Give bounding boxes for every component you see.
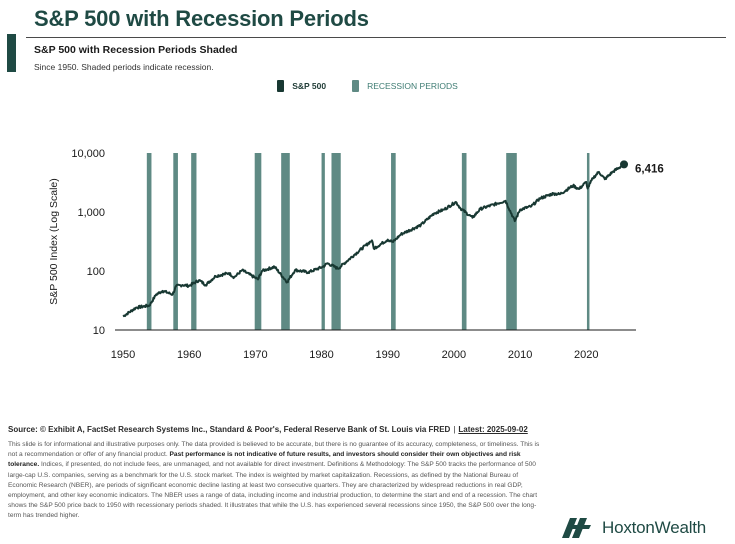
source-separator: | [453,425,456,434]
disclaimer-part-2: Indices, if presented, do not include fe… [8,461,538,520]
legend-swatch-sp500 [277,80,285,92]
disclaimer: This slide is for informational and illu… [8,440,548,522]
legend-item-sp500: S&P 500 [277,80,326,92]
recession-band-2 [191,153,197,330]
x-tick-label-6: 2010 [508,349,532,361]
sp500-line [122,163,625,318]
legend-swatch-recession [352,80,360,92]
legend-label-recession: RECESSION PERIODS [367,81,458,91]
chart-subtitle: S&P 500 with Recession Periods Shaded [34,44,238,56]
title-divider [26,37,726,38]
disclaimer-bold: Past performance is not indicative of fu… [8,451,521,469]
brand-wordmark: HoxtonWealth [602,518,707,537]
brand-logo: HoxtonWealth [562,518,706,538]
x-tick-label-1: 1960 [177,349,201,361]
sp500-chart: 10 100 1,000 10,000 1950 1960 1970 1980 1990 2000… [48,148,664,361]
sp500-end-label: 6,416 [635,163,664,175]
y-tick-label-1: 100 [87,266,105,278]
recession-band-10 [586,153,590,330]
page-title: S&P 500 with Recession Periods [34,6,369,31]
source-line: Source: © Exhibit A, FactSet Research Sy… [8,425,728,434]
chart-legend: S&P 500 RECESSION PERIODS [0,80,735,92]
recession-band-8 [461,153,467,330]
y-tick-label-2: 1,000 [77,207,105,219]
y-tick-label-0: 10 [93,325,105,337]
recession-band-1 [173,153,178,330]
chart-note: Since 1950. Shaded periods indicate rece… [34,62,214,72]
latest-date-link[interactable]: Latest: 2025-09-02 [458,425,528,434]
y-tick-label-3: 10,000 [71,148,105,160]
disclaimer-part-1: This slide is for informational and illu… [8,441,540,459]
recession-band-5 [321,153,325,330]
x-tick-label-7: 2020 [574,349,598,361]
recession-band-0 [146,153,152,330]
legend-item-recession: RECESSION PERIODS [352,80,458,92]
recession-band-9 [506,153,517,330]
x-tick-label-4: 1990 [375,349,399,361]
x-tick-label-3: 1980 [309,349,333,361]
sp500-end-point [620,160,629,169]
x-tick-label-5: 2000 [442,349,466,361]
recession-band-3 [254,153,262,330]
recession-band-6 [331,153,341,330]
recession-band-4 [281,153,290,330]
accent-bar [7,34,16,72]
x-tick-label-2: 1970 [243,349,267,361]
y-axis-label: S&P 500 Index (Log Scale) [48,178,60,304]
legend-label-sp500: S&P 500 [292,81,327,91]
x-tick-label-0: 1950 [111,349,135,361]
source-text: Source: © Exhibit A, FactSet Research Sy… [8,425,451,434]
hoxton-mark-icon [562,518,591,538]
